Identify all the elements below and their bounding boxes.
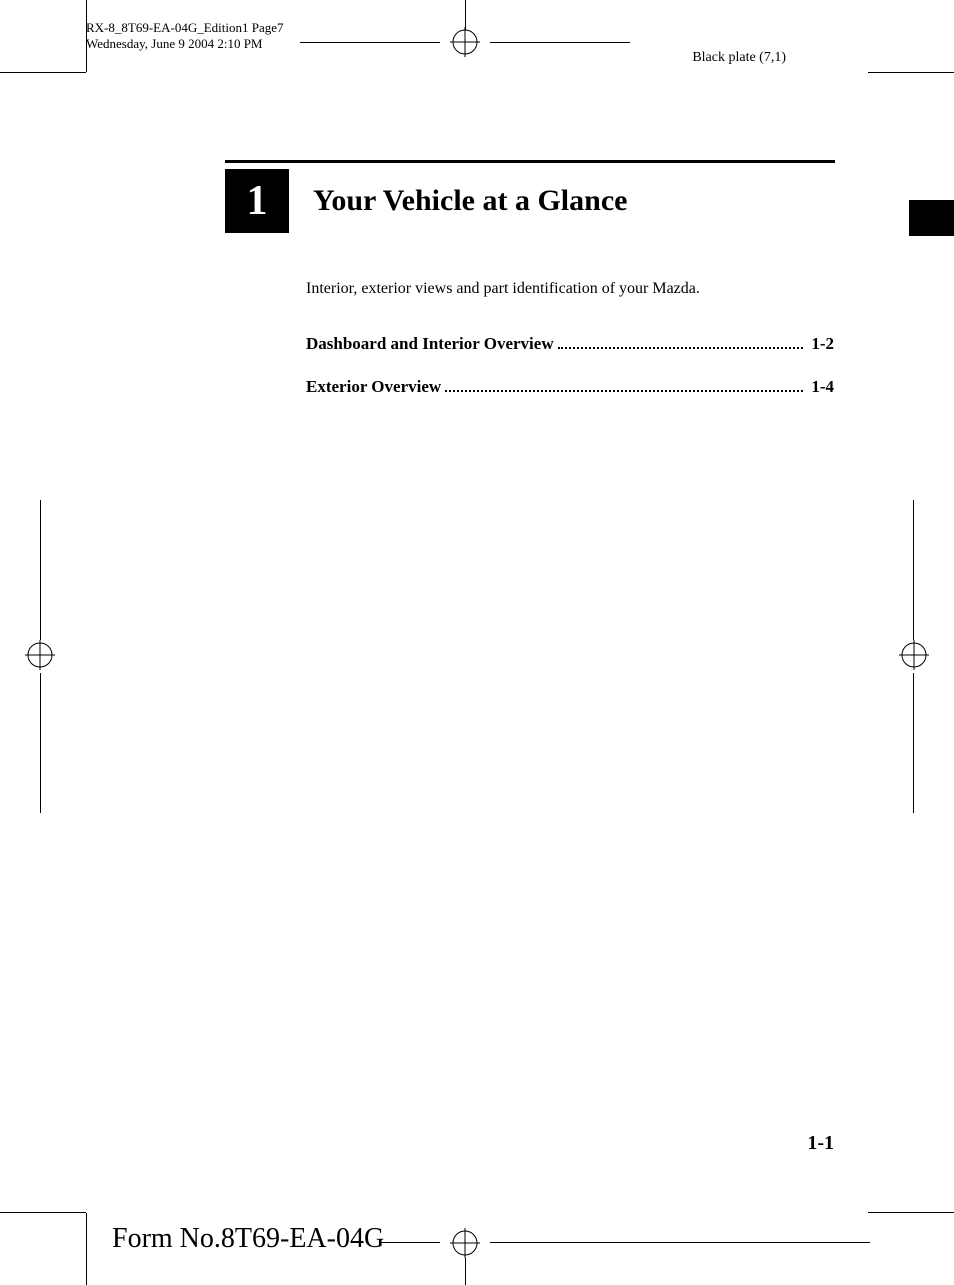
toc-row: Dashboard and Interior Overview 1-2	[306, 335, 834, 352]
reg-top-line-left	[300, 42, 440, 43]
chapter-number: 1	[225, 169, 289, 233]
table-of-contents: Dashboard and Interior Overview 1-2 Exte…	[306, 335, 834, 421]
form-number: Form No.8T69-EA-04G	[112, 1223, 384, 1255]
header-meta: RX-8_8T69-EA-04G_Edition1 Page7 Wednesda…	[86, 20, 284, 53]
crop-bottom-v	[465, 1258, 466, 1285]
chapter-title: Your Vehicle at a Glance	[289, 184, 627, 218]
toc-leader-dots	[558, 347, 804, 349]
crop-bottom-left-v	[86, 1213, 87, 1285]
section-tab	[909, 200, 954, 236]
chapter-header: 1 Your Vehicle at a Glance	[225, 160, 835, 233]
crop-bottom-left-h	[0, 1212, 86, 1213]
crop-bottom-right-h	[868, 1212, 954, 1213]
registration-mark-left	[25, 640, 55, 670]
meta-line-1: RX-8_8T69-EA-04G_Edition1 Page7	[86, 20, 284, 36]
chapter-intro: Interior, exterior views and part identi…	[306, 280, 836, 298]
crop-top-right-h	[868, 72, 954, 73]
reg-top-line-right	[490, 42, 630, 43]
reg-left-line-bottom	[40, 673, 41, 813]
reg-left-line-top	[40, 500, 41, 640]
page-number: 1-1	[807, 1132, 834, 1155]
registration-mark-top	[450, 27, 480, 57]
toc-row: Exterior Overview 1-4	[306, 378, 834, 395]
crop-top-left-h	[0, 72, 86, 73]
toc-page: 1-4	[807, 378, 834, 395]
toc-page: 1-2	[807, 335, 834, 352]
meta-line-2: Wednesday, June 9 2004 2:10 PM	[86, 36, 284, 52]
toc-label: Exterior Overview	[306, 378, 441, 395]
registration-mark-right	[899, 640, 929, 670]
chapter-rule	[225, 160, 835, 163]
registration-mark-bottom	[450, 1228, 480, 1258]
reg-bottom-line-right	[490, 1242, 870, 1243]
toc-leader-dots	[445, 390, 803, 392]
plate-label: Black plate (7,1)	[692, 50, 786, 66]
reg-right-line-top	[913, 500, 914, 640]
reg-right-line-bottom	[913, 673, 914, 813]
toc-label: Dashboard and Interior Overview	[306, 335, 554, 352]
crop-top-v	[465, 0, 466, 30]
reg-bottom-line-left	[380, 1242, 440, 1243]
